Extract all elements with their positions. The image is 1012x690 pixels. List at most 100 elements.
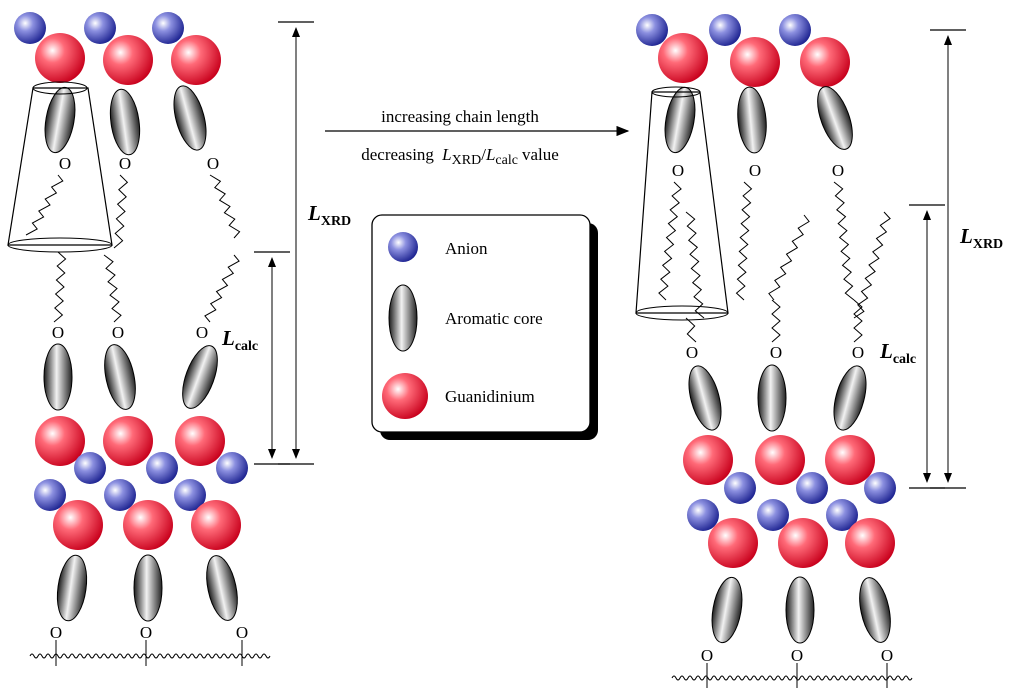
guanidinium (778, 518, 828, 568)
oxygen: O (236, 623, 248, 642)
aromatic-core (711, 576, 743, 644)
alkyl-chain (735, 181, 753, 301)
oxygen: O (832, 161, 844, 180)
legend-anion (388, 232, 418, 262)
aromatic-core (833, 365, 867, 431)
aromatic-core (173, 85, 207, 151)
alkyl-chain (853, 211, 891, 319)
oxygen: O (112, 323, 124, 342)
guanidinium (175, 416, 225, 466)
oxygen: O (196, 323, 208, 342)
aromatic-core (43, 343, 73, 411)
oxygen: O (770, 343, 782, 362)
anion (864, 472, 896, 504)
oxygen: O (791, 646, 803, 665)
alkyl-chain (25, 174, 64, 236)
guanidinium (730, 37, 780, 87)
oxygen: O (701, 646, 713, 665)
alkyl-chain (103, 254, 122, 323)
molecules: O O O O O O O O O O O O O O O O O O (7, 12, 966, 688)
l-xrd-label: LXRD (307, 201, 351, 229)
aromatic-core (104, 344, 136, 410)
oxygen: O (52, 323, 64, 342)
legend-label: Guanidinium (445, 387, 535, 406)
guanidinium (53, 500, 103, 550)
legend-box (371, 214, 591, 433)
subscript: XRD (452, 153, 482, 168)
aromatic-core (688, 365, 722, 431)
anion (84, 12, 116, 44)
cone-base (7, 237, 113, 253)
oxygen: O (686, 343, 698, 362)
symbol: L (307, 201, 321, 225)
anion (34, 479, 66, 511)
alkyl-chain (685, 317, 697, 343)
symbol: L (959, 224, 973, 248)
l-calc-label: Lcalc (879, 339, 916, 367)
text-part: value (522, 145, 559, 164)
subscript: XRD (321, 214, 351, 229)
subscript: calc (235, 339, 258, 354)
anion (687, 499, 719, 531)
arrow-bottom-text: decreasing LXRD/Lcalc value (361, 145, 559, 168)
guanidinium (191, 500, 241, 550)
guanidinium (800, 37, 850, 87)
oxygen: O (852, 343, 864, 362)
alkyl-chain (685, 211, 705, 319)
symbol: L (879, 339, 893, 363)
cone-top (651, 86, 701, 98)
legend-label: Aromatic core (445, 309, 543, 328)
guanidinium (171, 35, 221, 85)
aromatic-core (206, 555, 238, 621)
oxygen: O (140, 623, 152, 642)
guanidinium (35, 416, 85, 466)
alkyl-chain (113, 174, 129, 249)
oxygen: O (50, 623, 62, 642)
anion (74, 452, 106, 484)
legend-core (388, 284, 418, 352)
anion (779, 14, 811, 46)
alkyl-chain (204, 254, 240, 323)
aromatic-core (859, 577, 891, 643)
aromatic-core (737, 86, 767, 154)
oxygen: O (749, 161, 761, 180)
polymer-backbone (29, 653, 271, 659)
anion (152, 12, 184, 44)
aromatic-core (785, 576, 815, 644)
guanidinium (708, 518, 758, 568)
alkyl-chain (209, 174, 241, 239)
aromatic-core (182, 345, 218, 409)
alkyl-chain (53, 251, 67, 323)
anion (709, 14, 741, 46)
guanidinium (35, 33, 85, 83)
alkyl-chain (771, 299, 781, 343)
guanidinium (683, 435, 733, 485)
guanidinium (825, 435, 875, 485)
legend-guanidinium (382, 373, 428, 419)
anion (724, 472, 756, 504)
oxygen: O (59, 154, 71, 173)
l-xrd-label: LXRD (959, 224, 1003, 252)
anion (146, 452, 178, 484)
aromatic-core (133, 554, 163, 622)
guanidinium (123, 500, 173, 550)
subscript: XRD (973, 237, 1003, 252)
oxygen: O (672, 161, 684, 180)
cone-base (635, 305, 729, 321)
guanidinium (755, 435, 805, 485)
arrow-top-text: increasing chain length (381, 107, 539, 126)
anion (757, 499, 789, 531)
oxygen: O (119, 154, 131, 173)
anion (796, 472, 828, 504)
alkyl-chain (833, 181, 855, 301)
l-calc-label: Lcalc (221, 326, 258, 354)
guanidinium (845, 518, 895, 568)
aromatic-core (56, 554, 88, 622)
anion (636, 14, 668, 46)
oxygen: O (881, 646, 893, 665)
subscript: calc (893, 352, 916, 367)
guanidinium (103, 416, 153, 466)
anion (216, 452, 248, 484)
guanidinium (103, 35, 153, 85)
aromatic-core (44, 86, 76, 154)
